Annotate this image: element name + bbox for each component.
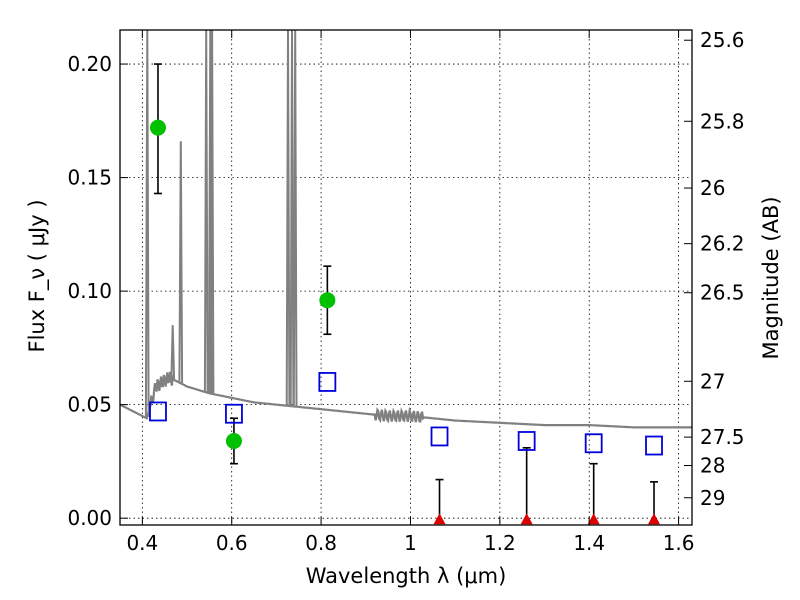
x-tick-label: 0.8 — [305, 531, 337, 555]
data-point-circle — [225, 432, 242, 449]
x-tick-label: 1.2 — [484, 531, 516, 555]
y2-tick-label: 29 — [700, 486, 725, 510]
y2-tick-label: 25.8 — [700, 109, 745, 133]
y-tick-label: 0.15 — [67, 166, 112, 190]
y2-tick-label: 26 — [700, 176, 725, 200]
x-tick-label: 1 — [404, 531, 417, 555]
spectrum-continuum — [119, 371, 692, 429]
plot-frame — [119, 29, 693, 526]
data-point-circle — [319, 292, 336, 309]
y2-tick-label: 26.2 — [700, 232, 745, 256]
spectrum-emission-line — [203, 29, 209, 393]
spectrum-emission-line — [292, 29, 298, 407]
data-point-triangle — [648, 513, 661, 525]
spectrum-emission-line — [285, 29, 291, 406]
data-point-square — [517, 431, 536, 451]
data-point-square — [430, 426, 449, 447]
grid-lines — [120, 30, 692, 525]
x-tick-label: 0.4 — [126, 531, 158, 555]
y2-tick-label: 27 — [700, 369, 725, 393]
data-point-triangle — [587, 513, 600, 525]
spectrum-emission-line — [178, 141, 184, 384]
data-point-square — [318, 372, 337, 392]
y-tick-label: 0.10 — [67, 279, 112, 303]
spectrum-emission-line — [144, 29, 150, 417]
y-tick-label: 0.05 — [67, 393, 112, 417]
data-markers — [149, 63, 663, 525]
y2-tick-label: 27.5 — [700, 425, 745, 449]
data-point-square — [149, 401, 167, 422]
y-axis-label-text: Flux F_ν ( μJy ) — [25, 199, 50, 352]
data-point-square — [584, 433, 603, 454]
data-point-square — [645, 435, 663, 456]
axes: 0.4 0.6 0.8 1 1.2 1.4 1.6 0.00 0.05 0.10 0.15 0.20 2… — [67, 28, 744, 555]
y-axis-label: Flux F_ν ( μJy ) — [25, 199, 50, 352]
y2-tick-label: 25.6 — [700, 28, 745, 52]
x-tick-label: 1.4 — [573, 531, 605, 555]
model-spectrum — [119, 29, 692, 429]
data-point-circle — [149, 119, 166, 136]
spectrum-emission-line — [289, 29, 295, 407]
x-axis-label-text: Wavelength λ (μm) — [306, 564, 507, 588]
data-point-square — [225, 403, 243, 424]
x-tick-label: 0.6 — [216, 531, 248, 555]
y2-tick-label: 28 — [700, 454, 725, 478]
y-tick-label: 0.20 — [67, 52, 112, 76]
data-point-triangle — [433, 513, 446, 525]
x-tick-label: 1.6 — [663, 531, 695, 555]
y2-tick-label: 26.5 — [700, 281, 745, 305]
spectrum-emission-line — [170, 325, 176, 380]
y-tick-label: 0.00 — [67, 506, 112, 530]
x-axis-label: Wavelength λ (μm) — [306, 564, 507, 588]
y2-axis-label: Magnitude (AB) — [759, 196, 783, 359]
data-point-triangle — [520, 513, 533, 525]
